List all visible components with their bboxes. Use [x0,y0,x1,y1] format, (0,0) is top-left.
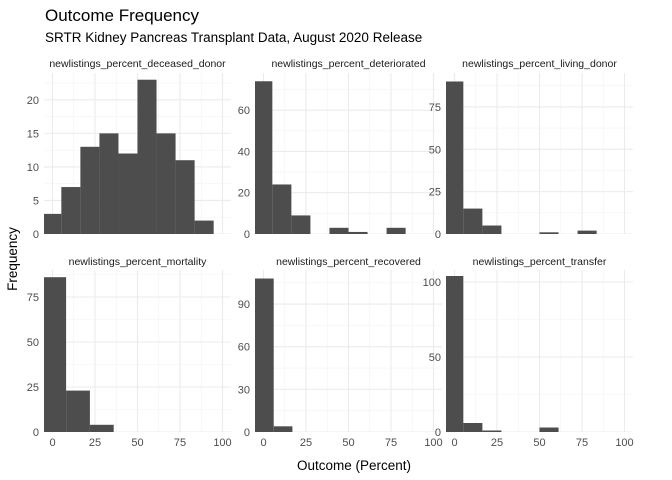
facet-panel: newlistings_percent_mortality 0 25 50 75 0 25 5… [27,256,232,449]
histogram-bar [446,276,464,432]
histogram-bars [44,79,214,234]
histogram-bar [539,427,559,432]
grid-lines [255,270,442,432]
x-tick-label: 75 [576,437,588,449]
histogram-bar [463,423,483,432]
facet-panel: newlistings_percent_deteriorated 0 20 40 60 [238,58,442,241]
histogram-bars [255,278,293,432]
histogram-bar [194,220,214,234]
y-tick-label: 0 [435,427,441,439]
histogram-bar [44,277,67,432]
histogram-bar [463,208,483,234]
histogram-bars [446,276,559,432]
x-tick-label: 75 [174,437,186,449]
histogram-bar [66,390,90,432]
histogram-bar [577,230,597,234]
histogram-bar [89,424,114,432]
y-tick-label: 10 [27,162,39,174]
y-tick-label: 0 [33,229,39,241]
histogram-bar [137,79,157,234]
x-tick-label: 25 [89,437,101,449]
y-tick-label: 50 [429,144,441,156]
y-tick-label: 0 [244,229,250,241]
histogram-bar [291,215,311,234]
grid-lines [446,270,633,432]
x-tick-label: 25 [300,437,312,449]
histogram-bar [273,426,293,432]
x-tick-label: 50 [342,437,354,449]
facet-label: newlistings_percent_mortality [69,256,207,268]
histogram-bar [446,81,464,234]
facet-label: newlistings_percent_deceased_donor [49,58,226,70]
y-tick-label: 40 [238,146,250,158]
y-tick-label: 30 [238,384,250,396]
facet-panel: newlistings_percent_living_donor 0 25 50 75 [429,58,633,241]
y-tick-label: 20 [238,188,250,200]
y-tick-label: 100 [423,277,441,289]
facet-panel: newlistings_percent_deceased_donor 0 5 10 15… [27,58,231,241]
x-axis-title: Outcome (Percent) [297,458,411,473]
histogram-bars [255,81,406,234]
y-tick-label: 0 [244,427,250,439]
x-tick-label: 50 [533,437,545,449]
histogram-bar [386,227,406,234]
y-tick-label: 0 [33,427,39,439]
x-tick-label: 100 [615,437,633,449]
x-tick-label: 100 [424,437,442,449]
histogram-bar [482,225,502,234]
chart-title: Outcome Frequency [45,6,200,25]
x-tick-label: 75 [385,437,397,449]
histogram-bar [539,232,559,234]
y-tick-label: 0 [435,229,441,241]
y-tick-label: 15 [27,128,39,140]
histogram-bar [272,184,292,234]
y-tick-label: 5 [33,195,39,207]
facet-label: newlistings_percent_living_donor [462,58,617,70]
x-tick-label: 25 [491,437,503,449]
histogram-bar [329,227,349,234]
facet-panel: newlistings_percent_recovered 0 30 60 90 0 25 5… [238,256,443,449]
grid-lines [446,73,633,234]
x-tick-label: 0 [49,437,55,449]
y-tick-label: 25 [27,382,39,394]
y-tick-label: 20 [27,95,39,107]
histogram-bar [348,231,368,234]
chart-subtitle: SRTR Kidney Pancreas Transplant Data, Au… [45,30,422,45]
histogram-bar [61,187,81,234]
y-axis-title: Frequency [5,227,20,291]
histogram-bar [80,146,100,234]
facet-panels: newlistings_percent_deceased_donor 0 5 10 15… [27,58,634,449]
y-tick-label: 50 [27,337,39,349]
y-tick-label: 25 [429,187,441,199]
y-tick-label: 60 [238,105,250,117]
histogram-bar [255,81,273,234]
facet-label: newlistings_percent_deteriorated [271,58,425,70]
histogram-bar [99,133,119,234]
histogram-bars [44,277,114,432]
x-tick-label: 0 [451,437,457,449]
facet-label: newlistings_percent_recovered [276,256,421,268]
facet-label: newlistings_percent_transfer [473,256,607,268]
histogram-bar [175,160,195,234]
y-tick-label: 75 [27,292,39,304]
histogram-bar [44,213,62,234]
x-tick-label: 0 [260,437,266,449]
histogram-bar [156,133,176,234]
histogram-bar [255,278,274,432]
histogram-bar [118,153,138,234]
y-tick-label: 60 [238,342,250,354]
x-tick-label: 50 [131,437,143,449]
y-tick-label: 75 [429,102,441,114]
histogram-bars [446,81,597,234]
y-tick-label: 90 [238,299,250,311]
x-tick-label: 100 [213,437,231,449]
histogram-bar [482,430,502,432]
y-tick-label: 50 [429,352,441,364]
